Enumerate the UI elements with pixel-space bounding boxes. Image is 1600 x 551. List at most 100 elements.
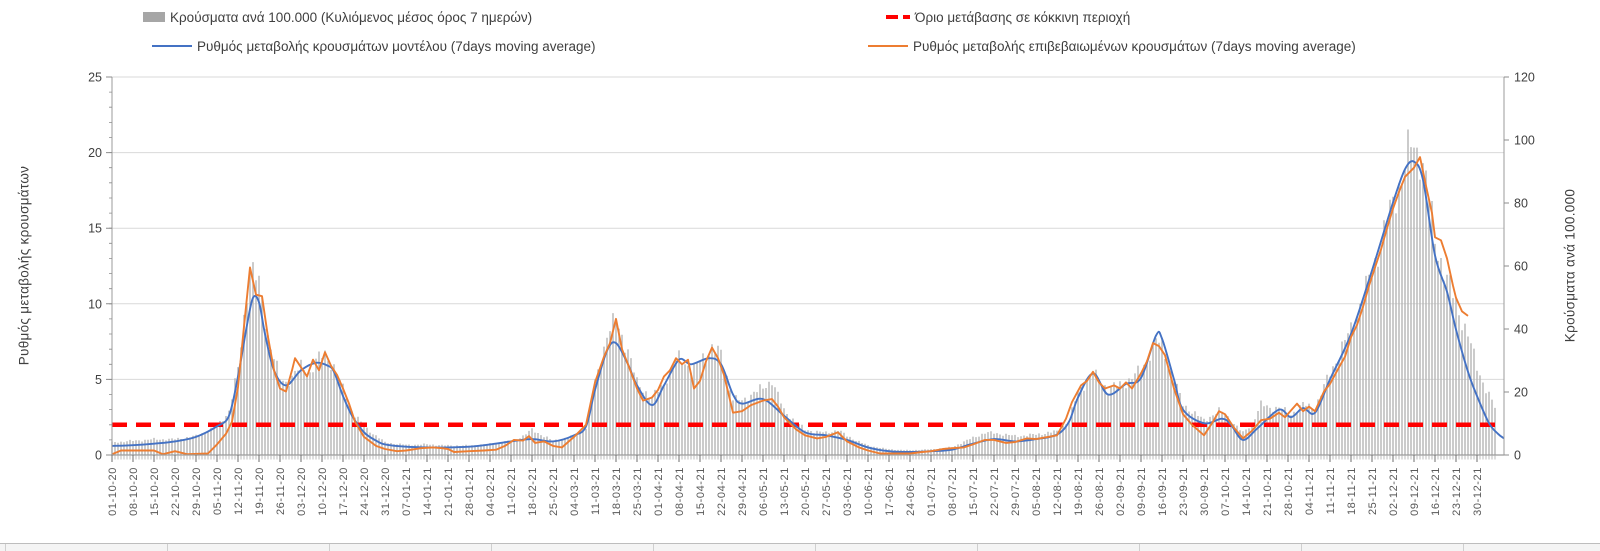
cases-bars-series: [111, 129, 1496, 455]
right-axis-tick-label: 80: [1514, 197, 1528, 211]
x-axis-date-label: 20-05-21: [800, 467, 812, 516]
cell-separator: [653, 544, 654, 551]
right-axis-tick-label: 20: [1514, 386, 1528, 400]
x-axis-date-label: 22-07-21: [989, 467, 1001, 516]
x-axis-date-label: 28-01-21: [464, 467, 476, 516]
x-axis-date-label: 11-03-21: [590, 467, 602, 515]
x-axis-date-label: 05-08-21: [1031, 467, 1043, 516]
cell-separator: [491, 544, 492, 551]
x-axis-date-label: 04-11-21: [1304, 467, 1316, 515]
x-axis-date-label: 05-11-20: [212, 467, 224, 515]
x-axis-weekly-ticks: [111, 455, 1478, 462]
x-axis-date-label: 12-08-21: [1052, 467, 1064, 516]
cell-separator: [1463, 544, 1464, 551]
left-axis-tick-label: 5: [95, 373, 102, 387]
x-axis-date-label: 17-12-20: [338, 467, 350, 516]
x-axis-date-label: 09-12-21: [1409, 467, 1421, 516]
cell-separator: [5, 544, 6, 551]
x-axis-date-label: 02-12-21: [1388, 467, 1400, 516]
x-axis-date-label: 15-07-21: [968, 467, 980, 516]
model-line-swatch-icon: [152, 45, 192, 47]
x-axis-date-label: 01-10-20: [107, 467, 119, 516]
legend-item-threshold: Όριο μετάβασης σε κόκκινη περιοχή: [886, 9, 1130, 25]
cell-separator: [815, 544, 816, 551]
x-axis-date-label: 25-03-21: [632, 467, 644, 516]
left-axis-tick-label: 10: [88, 297, 102, 311]
x-axis-date-label: 21-01-21: [443, 467, 455, 516]
x-axis-date-label: 23-09-21: [1178, 467, 1190, 516]
x-axis-date-label: 29-07-21: [1010, 467, 1022, 516]
x-axis-date-label: 28-10-21: [1283, 467, 1295, 516]
x-axis-date-label: 22-10-20: [170, 467, 182, 516]
cell-separator: [329, 544, 330, 551]
legend-label-model-line: Ρυθμός μεταβολής κρουσμάτων μοντέλου (7d…: [197, 38, 596, 54]
x-axis-date-label: 22-04-21: [716, 467, 728, 516]
x-axis-date-label: 29-10-20: [191, 467, 203, 516]
x-axis-date-label: 26-08-21: [1094, 467, 1106, 516]
x-axis-date-label: 31-12-20: [380, 467, 392, 516]
legend-item-model-line: Ρυθμός μεταβολής κρουσμάτων μοντέλου (7d…: [152, 38, 596, 54]
x-axis-date-label: 30-09-21: [1199, 467, 1211, 516]
x-axis-date-label: 19-08-21: [1073, 467, 1085, 516]
x-axis-date-label: 18-11-21: [1346, 467, 1358, 515]
x-axis-date-label: 02-09-21: [1115, 467, 1127, 516]
x-axis-date-label: 29-04-21: [737, 467, 749, 516]
legend-label-confirmed-line: Ρυθμός μεταβολής επιβεβαιωμένων κρουσμάτ…: [913, 38, 1356, 54]
legend-label-cases-bars: Κρούσματα ανά 100.000 (Κυλιόμενος μέσος …: [170, 9, 533, 25]
gridlines: [112, 76, 1504, 380]
threshold-swatch-icon: [886, 14, 910, 20]
x-axis-date-label: 15-04-21: [695, 467, 707, 516]
x-axis-date-label: 09-09-21: [1136, 467, 1148, 516]
x-axis-date-label: 16-12-21: [1430, 467, 1442, 516]
x-axis-date-label: 21-10-21: [1262, 467, 1274, 516]
left-axis-tick-label: 20: [88, 146, 102, 160]
x-axis-date-label: 07-01-21: [401, 467, 413, 516]
x-axis-date-label: 25-02-21: [548, 467, 560, 516]
cell-separator: [1139, 544, 1140, 551]
x-axis-date-label: 15-10-20: [149, 467, 161, 516]
x-axis-date-label: 08-04-21: [674, 467, 686, 516]
x-axis-date-label: 14-10-21: [1241, 467, 1253, 516]
x-axis-date-label: 14-01-21: [422, 467, 434, 516]
x-axis-date-label: 24-12-20: [359, 467, 371, 516]
confirmed-rate-line: [111, 156, 1469, 456]
x-axis-date-label: 03-06-21: [842, 467, 854, 516]
x-axis-date-label: 04-02-21: [485, 467, 497, 516]
confirmed-line-swatch-icon: [868, 45, 908, 47]
legend-item-cases-bars: Κρούσματα ανά 100.000 (Κυλιόμενος μέσος …: [143, 9, 532, 25]
x-axis-date-label: 12-11-20: [233, 467, 245, 515]
x-axis-date-label: 13-05-21: [779, 467, 791, 516]
cell-separator: [977, 544, 978, 551]
x-axis-date-label: 07-10-21: [1220, 467, 1232, 516]
x-axis-date-label: 30-12-21: [1472, 467, 1484, 516]
legend-item-confirmed-line: Ρυθμός μεταβολής επιβεβαιωμένων κρουσμάτ…: [868, 38, 1356, 54]
x-axis-date-label: 26-11-20: [275, 467, 287, 515]
x-axis-date-label: 10-06-21: [863, 467, 875, 516]
x-axis-date-label: 17-06-21: [884, 467, 896, 516]
x-axis-date-label: 18-03-21: [611, 467, 623, 516]
cell-separator: [1301, 544, 1302, 551]
right-axis-tick-label: 100: [1514, 134, 1535, 148]
x-axis-date-label: 08-07-21: [947, 467, 959, 516]
x-axis-date-label: 16-09-21: [1157, 467, 1169, 516]
right-axis-ticks: [1504, 76, 1509, 456]
left-axis-tick-label: 25: [88, 71, 102, 85]
right-axis-tick-label: 0: [1514, 449, 1521, 463]
cell-separator: [167, 544, 168, 551]
x-axis-date-label: 25-11-21: [1367, 467, 1379, 515]
spreadsheet-cells-strip[interactable]: [0, 543, 1600, 551]
legend-label-threshold: Όριο μετάβασης σε κόκκινη περιοχή: [915, 9, 1131, 25]
x-axis-date-label: 11-11-21: [1325, 467, 1337, 514]
x-axis-date-label: 04-03-21: [569, 467, 581, 516]
x-axis-date-label: 01-04-21: [653, 467, 665, 516]
x-axis-date-label: 11-02-21: [506, 467, 518, 515]
x-axis-date-label: 03-12-20: [296, 467, 308, 516]
right-axis-tick-label: 120: [1514, 71, 1535, 85]
x-axis-date-label: 18-02-21: [527, 467, 539, 516]
x-axis-date-label: 01-07-21: [926, 467, 938, 516]
left-axis-tick-label: 15: [88, 222, 102, 236]
x-axis-date-label: 19-11-20: [254, 467, 266, 515]
bars-swatch-icon: [143, 12, 165, 22]
